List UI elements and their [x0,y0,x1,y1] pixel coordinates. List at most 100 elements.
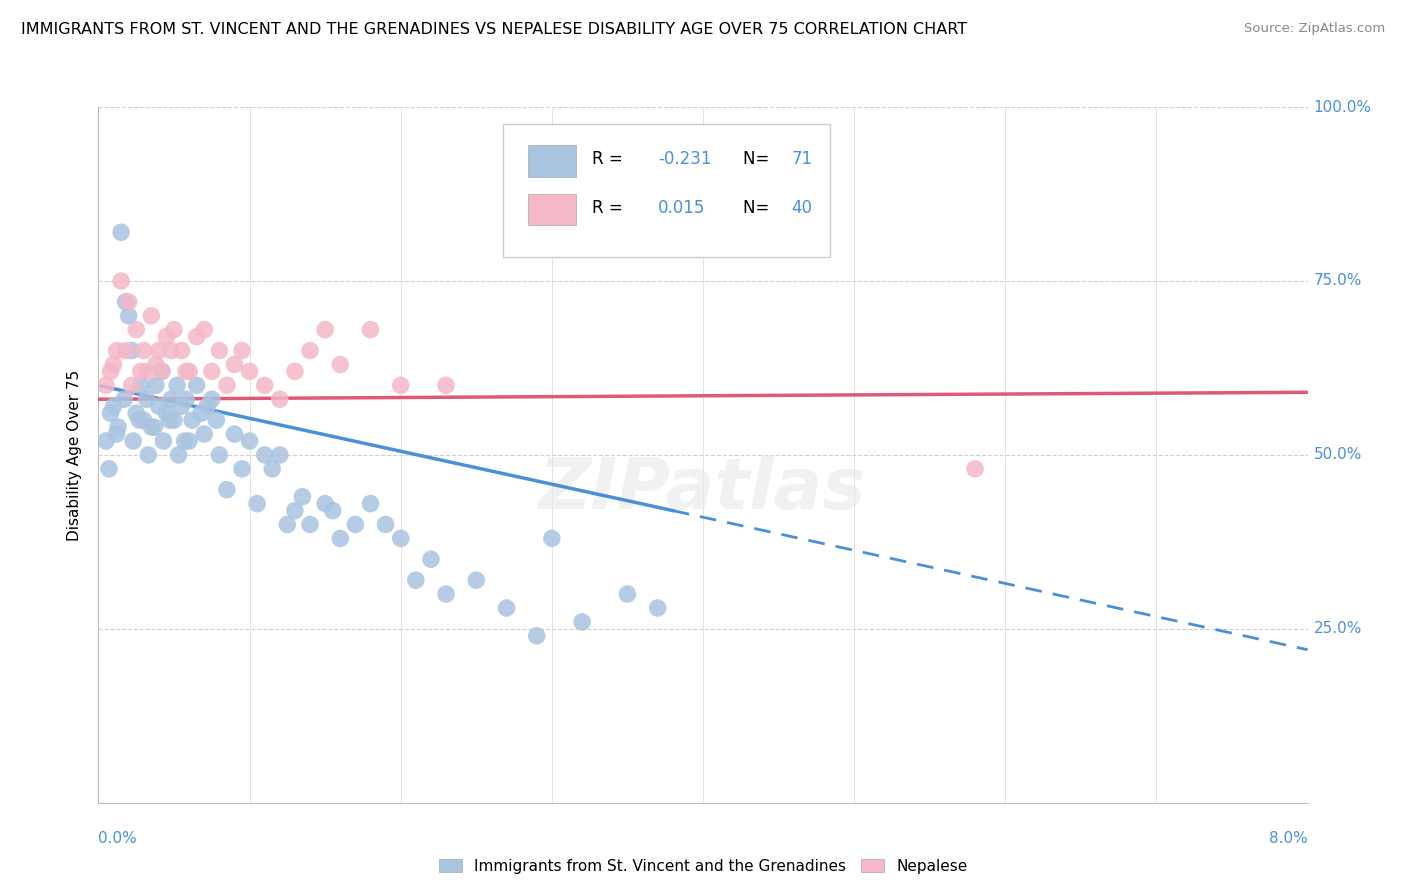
Point [526,629,548,643]
Point [186,329,208,343]
Point [201,392,224,407]
Point [148,399,170,413]
Point [143,420,166,434]
Point [135,364,157,378]
Point [152,434,174,448]
Text: 50.0%: 50.0% [1313,448,1362,462]
Text: 8.0%: 8.0% [1268,830,1308,846]
Point [253,378,276,392]
Point [329,358,352,372]
Point [540,532,562,546]
Point [155,406,177,420]
Point [132,343,155,358]
Point [107,420,129,434]
Point [163,323,186,337]
Point [253,448,276,462]
Point [103,358,125,372]
Point [231,462,253,476]
Point [121,378,143,392]
Text: N=: N= [742,199,775,217]
Point [94,378,117,392]
FancyBboxPatch shape [527,194,576,226]
Point [100,364,122,378]
Point [174,392,197,407]
Point [647,601,669,615]
Point [148,343,170,358]
Point [141,309,163,323]
Point [434,378,457,392]
Text: R =: R = [592,150,627,169]
Point [160,392,183,407]
Point [215,378,238,392]
Point [121,343,143,358]
Point [360,323,382,337]
Point [269,392,291,407]
Point [269,448,291,462]
Point [314,497,336,511]
Point [150,364,173,378]
Point [298,343,321,358]
Point [150,364,173,378]
Point [177,364,201,378]
Text: R =: R = [592,199,627,217]
Point [405,573,427,587]
Point [166,378,188,392]
Text: 75.0%: 75.0% [1313,274,1362,288]
Point [145,358,167,372]
Point [160,343,183,358]
Point [125,323,148,337]
Point [100,406,122,420]
Point [465,573,488,587]
Point [129,364,152,378]
Point [122,434,145,448]
Point [291,490,314,504]
Point [114,294,136,309]
Point [239,434,262,448]
Point [129,378,152,392]
Legend: Immigrants from St. Vincent and the Grenadines, Nepalese: Immigrants from St. Vincent and the Gren… [433,853,973,880]
Point [173,434,195,448]
Point [174,364,197,378]
Point [231,343,253,358]
Text: ZIPatlas: ZIPatlas [540,455,866,524]
Point [136,448,159,462]
Point [163,413,186,427]
Point [155,329,177,343]
FancyBboxPatch shape [503,124,830,257]
Point [205,413,228,427]
Point [195,399,218,413]
Point [132,413,155,427]
Text: -0.231: -0.231 [658,150,711,169]
Point [135,392,157,407]
Point [389,378,412,392]
Point [262,462,284,476]
Point [224,427,246,442]
Text: 0.0%: 0.0% [98,830,138,846]
Point [374,517,396,532]
Point [322,503,344,517]
Point [103,399,125,413]
Point [190,406,212,420]
Point [159,413,181,427]
Point [110,274,132,288]
Point [239,364,262,378]
Text: 40: 40 [792,199,813,217]
Point [276,517,298,532]
Point [329,532,352,546]
Point [105,343,128,358]
Point [118,309,141,323]
Point [420,552,443,566]
Point [181,413,204,427]
Point [224,358,246,372]
Point [314,323,336,337]
Point [193,323,215,337]
Text: 100.0%: 100.0% [1313,100,1372,114]
Point [105,427,128,442]
Text: IMMIGRANTS FROM ST. VINCENT AND THE GRENADINES VS NEPALESE DISABILITY AGE OVER 7: IMMIGRANTS FROM ST. VINCENT AND THE GREN… [21,22,967,37]
Point [298,517,321,532]
Point [170,399,193,413]
Point [167,448,190,462]
Point [616,587,638,601]
Point [128,413,150,427]
Point [434,587,457,601]
